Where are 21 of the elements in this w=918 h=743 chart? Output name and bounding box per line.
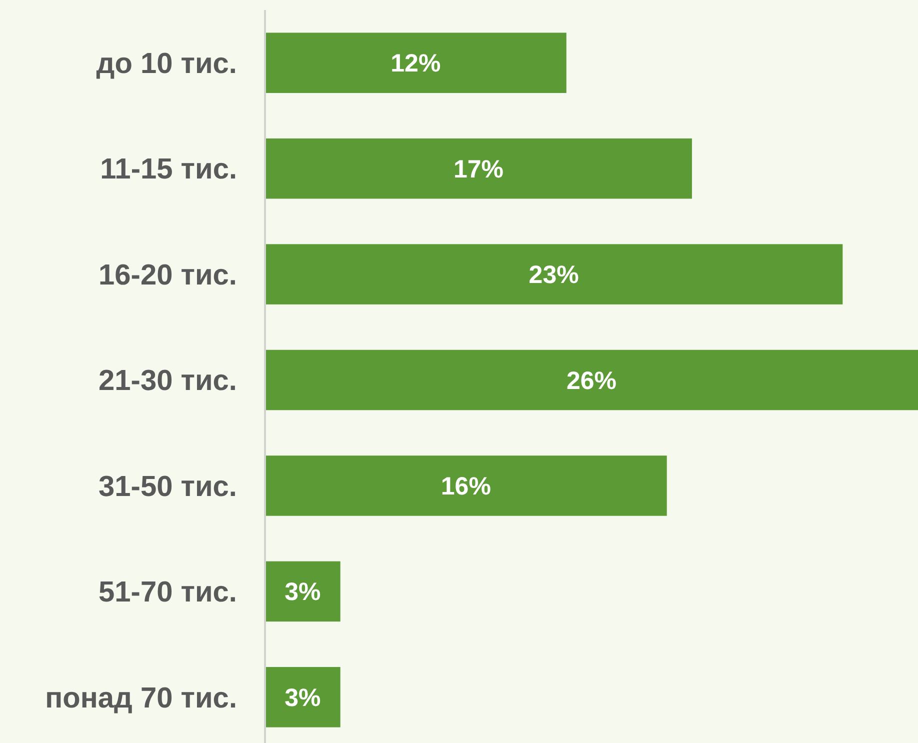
bar [265,244,843,304]
bar [265,561,340,622]
y-tick-label: 51-70 тис. [98,576,237,609]
data-label: 23% [528,261,579,290]
bar [265,32,566,93]
bar [265,456,667,516]
y-tick-label: понад 70 тис. [45,682,237,714]
data-label: 17% [453,155,504,184]
y-tick-label: 21-30 тис. [98,365,237,398]
bar [265,350,918,410]
data-label: 3% [284,578,321,606]
data-label: 12% [390,50,441,78]
data-label: 26% [566,366,617,395]
data-label: 3% [284,684,321,712]
y-tick-label: 31-50 тис. [98,470,237,503]
y-tick-label: до 10 тис. [96,48,237,80]
bar [265,667,340,728]
y-tick-label: 11-15 тис. [100,154,237,186]
y-tick-label: 16-20 тис. [98,259,237,292]
data-label: 16% [440,472,491,500]
bar [265,138,692,199]
